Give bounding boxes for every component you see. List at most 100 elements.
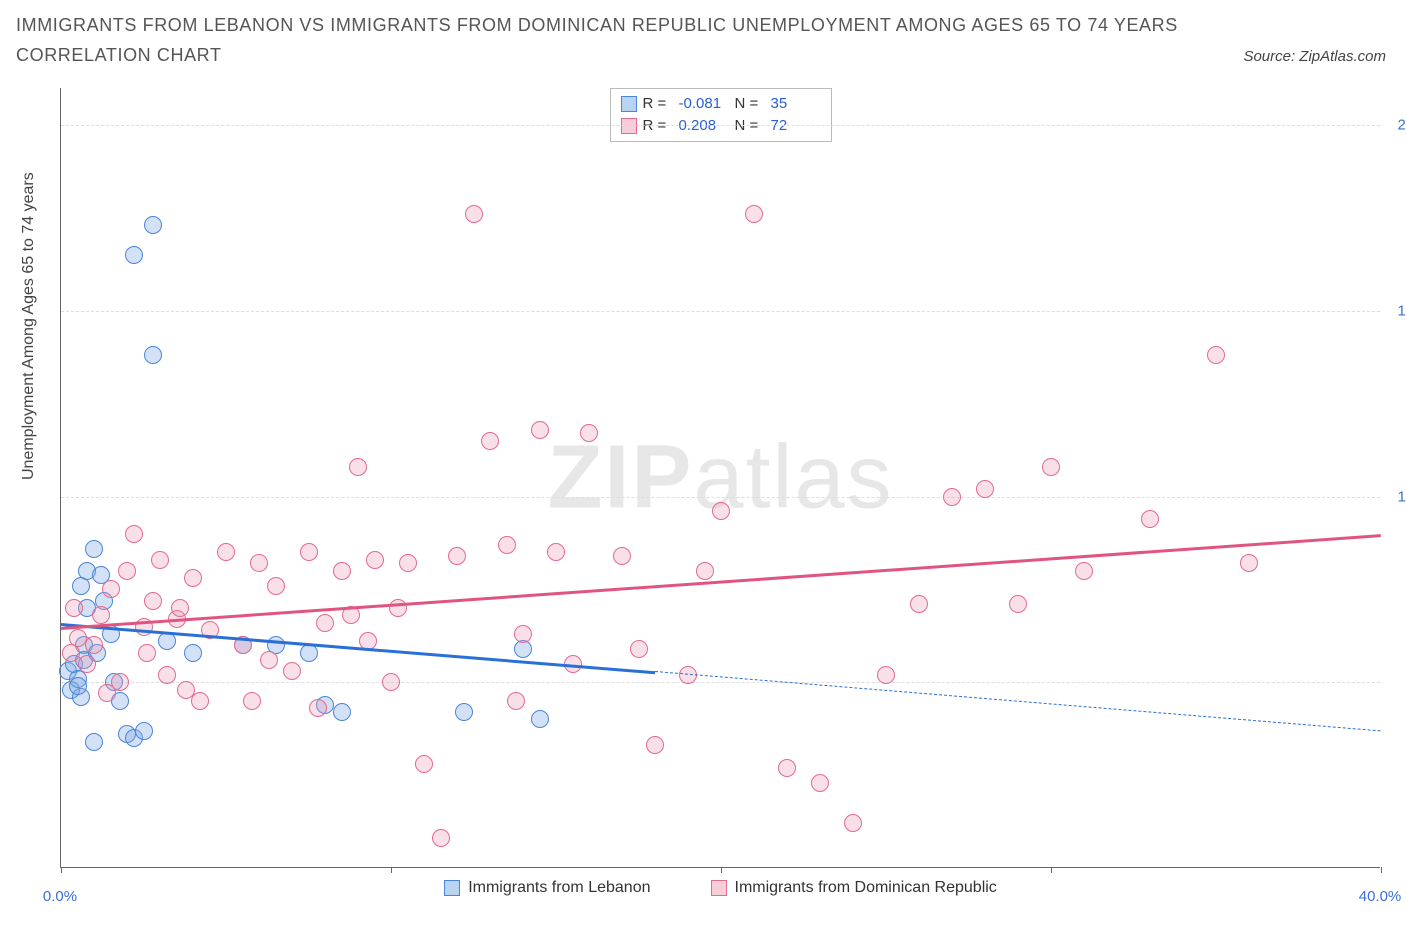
bottom-swatch-dominican <box>711 880 727 896</box>
data-point <box>1240 554 1258 572</box>
xtick <box>1051 867 1052 873</box>
trend-line <box>655 671 1381 731</box>
legend-r-value-0: -0.081 <box>679 93 729 115</box>
data-point <box>85 540 103 558</box>
data-point <box>316 614 334 632</box>
source-label: Source: ZipAtlas.com <box>1243 48 1386 65</box>
data-point <box>547 543 565 561</box>
data-point <box>135 722 153 740</box>
data-point <box>151 551 169 569</box>
data-point <box>1009 595 1027 613</box>
bottom-legend: Immigrants from Lebanon Immigrants from … <box>61 879 1380 897</box>
data-point <box>943 488 961 506</box>
data-point <box>184 569 202 587</box>
data-point <box>125 525 143 543</box>
data-point <box>712 502 730 520</box>
data-point <box>65 599 83 617</box>
data-point <box>630 640 648 658</box>
data-point <box>243 692 261 710</box>
data-point <box>910 595 928 613</box>
data-point <box>102 580 120 598</box>
y-axis-label: Unemployment Among Ages 65 to 74 years <box>20 172 38 480</box>
data-point <box>85 636 103 654</box>
bottom-legend-item-lebanon: Immigrants from Lebanon <box>444 879 650 897</box>
data-point <box>976 480 994 498</box>
data-point <box>92 606 110 624</box>
gridline-h <box>61 682 1380 683</box>
data-point <box>877 666 895 684</box>
xtick <box>721 867 722 873</box>
data-point <box>158 666 176 684</box>
data-point <box>448 547 466 565</box>
data-point <box>778 759 796 777</box>
data-point <box>144 346 162 364</box>
data-point <box>171 599 189 617</box>
data-point <box>184 644 202 662</box>
data-point <box>465 205 483 223</box>
data-point <box>78 655 96 673</box>
data-point <box>811 774 829 792</box>
xtick-label: 40.0% <box>1359 888 1402 905</box>
xtick <box>61 867 62 873</box>
data-point <box>144 592 162 610</box>
gridline-h <box>61 311 1380 312</box>
data-point <box>69 677 87 695</box>
data-point <box>455 703 473 721</box>
data-point <box>300 644 318 662</box>
data-point <box>498 536 516 554</box>
data-point <box>507 692 525 710</box>
bottom-label-dominican: Immigrants from Dominican Republic <box>735 879 997 897</box>
legend-row-lebanon: R = -0.081 N = 35 <box>621 93 821 115</box>
data-point <box>85 733 103 751</box>
data-point <box>217 543 235 561</box>
ytick-label: 5.0% <box>1385 674 1406 691</box>
legend-n-label-0: N = <box>735 93 765 115</box>
legend-n-value-0: 35 <box>771 93 821 115</box>
ytick-label: 20.0% <box>1385 117 1406 134</box>
data-point <box>300 543 318 561</box>
trend-line <box>61 534 1381 629</box>
data-point <box>432 829 450 847</box>
data-point <box>191 692 209 710</box>
data-point <box>1141 510 1159 528</box>
data-point <box>158 632 176 650</box>
data-point <box>349 458 367 476</box>
title-line-1: IMMIGRANTS FROM LEBANON VS IMMIGRANTS FR… <box>16 10 1178 40</box>
correlation-legend: R = -0.081 N = 35 R = 0.208 N = 72 <box>610 88 832 142</box>
data-point <box>415 755 433 773</box>
swatch-lebanon <box>621 96 637 112</box>
data-point <box>646 736 664 754</box>
data-point <box>531 710 549 728</box>
data-point <box>250 554 268 572</box>
xtick <box>1381 867 1382 873</box>
legend-r-label-0: R = <box>643 93 673 115</box>
data-point <box>745 205 763 223</box>
data-point <box>138 644 156 662</box>
data-point <box>1042 458 1060 476</box>
data-point <box>333 703 351 721</box>
chart-title-block: IMMIGRANTS FROM LEBANON VS IMMIGRANTS FR… <box>16 10 1178 70</box>
data-point <box>125 246 143 264</box>
xtick <box>391 867 392 873</box>
data-point <box>382 673 400 691</box>
data-point <box>260 651 278 669</box>
scatter-chart: ZIPatlas R = -0.081 N = 35 R = 0.208 N =… <box>60 88 1380 868</box>
title-line-2: CORRELATION CHART <box>16 40 1178 70</box>
gridline-h <box>61 125 1380 126</box>
ytick-label: 15.0% <box>1385 302 1406 319</box>
data-point <box>613 547 631 565</box>
data-point <box>389 599 407 617</box>
gridline-h <box>61 497 1380 498</box>
data-point <box>696 562 714 580</box>
bottom-legend-item-dominican: Immigrants from Dominican Republic <box>711 879 997 897</box>
bottom-swatch-lebanon <box>444 880 460 896</box>
bottom-label-lebanon: Immigrants from Lebanon <box>468 879 650 897</box>
data-point <box>333 562 351 580</box>
data-point <box>844 814 862 832</box>
data-point <box>69 629 87 647</box>
data-point <box>283 662 301 680</box>
watermark-bold: ZIP <box>547 427 693 527</box>
data-point <box>1075 562 1093 580</box>
data-point <box>98 684 116 702</box>
data-point <box>309 699 327 717</box>
